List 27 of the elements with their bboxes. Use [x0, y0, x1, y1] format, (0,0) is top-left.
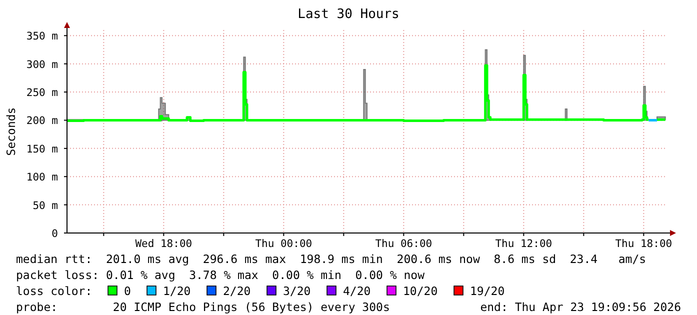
- text: probe: 20 ICMP Echo Pings (56 Bytes) every 300s: [16, 300, 390, 314]
- x-tick-label: Thu 12:00: [495, 238, 552, 250]
- legend-label: 2/20: [223, 284, 251, 298]
- y-tick-label: 0: [52, 228, 58, 240]
- legend-label: 10/20: [403, 284, 438, 298]
- text: packet loss: 0.01 % avg 3.78 % max 0.00 % min 0.00 % now: [16, 268, 425, 282]
- legend-label: 1/20: [163, 284, 191, 298]
- y-tick-label: 200 m: [26, 115, 58, 128]
- chart-title: Last 30 Hours: [298, 7, 400, 22]
- text: end: Thu Apr 23 19:09:56 2026: [480, 300, 682, 314]
- legend-label: 3/20: [283, 284, 311, 298]
- x-tick-label: Wed 18:00: [135, 238, 192, 250]
- y-tick-label: 150 m: [26, 143, 58, 156]
- legend-label: 0: [124, 284, 131, 298]
- y-axis-title: Seconds: [4, 107, 18, 156]
- x-tick-label: Thu 18:00: [615, 238, 672, 250]
- text: median rtt: 201.0 ms avg 296.6 ms max 198.9 ms min 200.6 ms now 8.6 ms sd 23.4 am/s: [16, 252, 646, 266]
- y-tick-label: 50 m: [32, 200, 58, 212]
- x-tick-label: Thu 06:00: [375, 238, 432, 250]
- x-tick-label: Thu 00:00: [255, 238, 312, 250]
- legend-label: 19/20: [470, 284, 505, 298]
- legend-title: loss color:: [16, 284, 92, 298]
- y-tick-label: 300 m: [26, 58, 58, 71]
- legend-label: 4/20: [343, 284, 371, 298]
- y-tick-label: 250 m: [26, 87, 58, 100]
- y-tick-label: 100 m: [26, 172, 58, 184]
- y-tick-label: 350 m: [26, 30, 58, 43]
